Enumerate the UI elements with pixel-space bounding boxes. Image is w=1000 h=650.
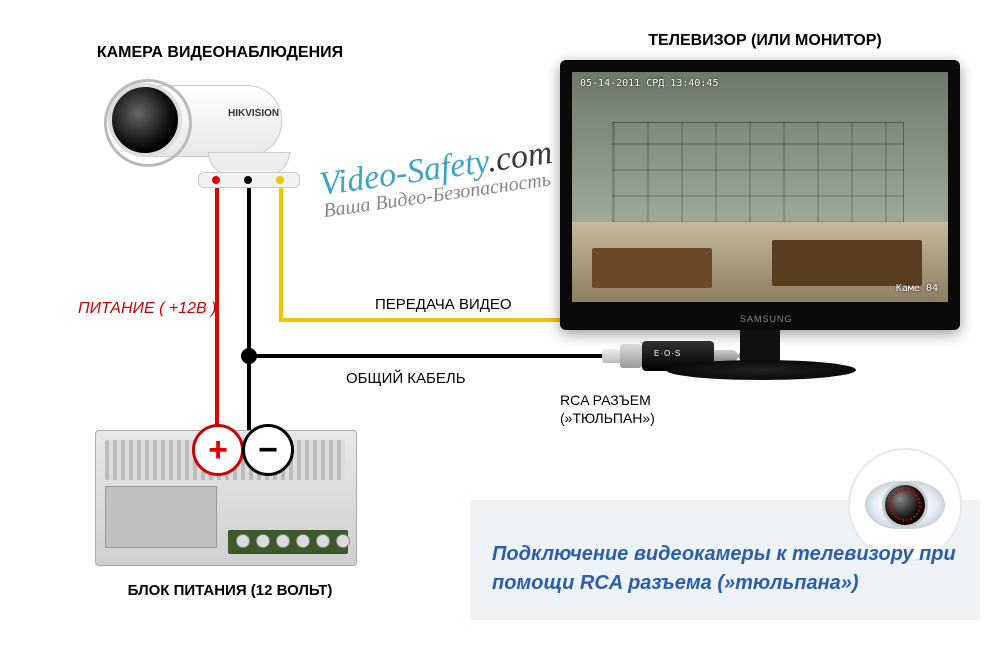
- screen-desk-2: [592, 248, 712, 288]
- wire-video-h: [279, 318, 607, 322]
- monitor-base: [666, 360, 856, 380]
- rca-body-text: E·O·S: [654, 349, 681, 358]
- wire-common-h: [247, 354, 607, 358]
- caption-rca-2: (»ТЮЛЬПАН»): [560, 410, 655, 426]
- caption-common: ОБЩИЙ КАБЕЛЬ: [346, 370, 466, 387]
- psu-minus-terminal: −: [242, 424, 294, 476]
- psu-screw-5: [316, 534, 330, 548]
- camera-lens: [108, 83, 182, 157]
- caption-rca-1: RCA РАЗЪЕМ: [560, 392, 651, 408]
- eye-lens-icon: [882, 482, 928, 528]
- junction-dot: [241, 348, 257, 364]
- monitor-screen: 05-14-2011 СРД 13:40:45 Каме 04: [572, 72, 948, 302]
- caption-power: ПИТАНИЕ ( +12В ): [78, 300, 216, 318]
- camera-terminal-common: [244, 176, 252, 184]
- watermark: Video-Safety.com Ваша Видео-Безопасность: [317, 134, 557, 223]
- monitor-brand: SAMSUNG: [740, 314, 793, 324]
- screen-shelves: [612, 122, 904, 224]
- osd-camera-name: Каме 04: [896, 283, 938, 294]
- wire-common-v1: [247, 186, 251, 356]
- caption-video: ПЕРЕДАЧА ВИДЕО: [375, 296, 512, 313]
- psu-screw-1: [236, 534, 250, 548]
- wire-video-v: [279, 186, 283, 320]
- psu-label: БЛОК ПИТАНИЯ (12 ВОЛЬТ): [100, 582, 360, 599]
- screen-desk-1: [772, 240, 922, 286]
- camera-terminal-video: [276, 176, 284, 184]
- psu-screw-6: [336, 534, 350, 548]
- rca-tip: [602, 349, 620, 363]
- psu-plus-terminal: +: [192, 424, 244, 476]
- psu-screw-4: [296, 534, 310, 548]
- eye-icon: [865, 481, 945, 529]
- tv-label: ТЕЛЕВИЗОР (ИЛИ МОНИТОР): [580, 32, 950, 50]
- monitor-neck: [740, 330, 780, 364]
- rca-ring: [620, 344, 642, 368]
- title-card-text: Подключение видеокамеры к телевизору при…: [492, 540, 962, 598]
- camera-brand: HIKVISION: [228, 108, 279, 119]
- psu-screw-3: [276, 534, 290, 548]
- osd-timestamp: 05-14-2011 СРД 13:40:45: [580, 78, 718, 89]
- camera-terminal-power: [212, 176, 220, 184]
- psu-transformer: [105, 486, 217, 548]
- camera-label: КАМЕРА ВИДЕОНАБЛЮДЕНИЯ: [90, 44, 350, 62]
- psu-screw-2: [256, 534, 270, 548]
